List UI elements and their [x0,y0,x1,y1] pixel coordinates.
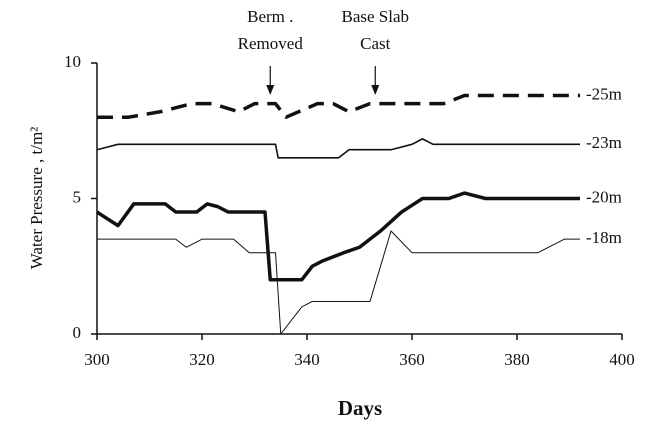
series-label: -23m [586,133,622,152]
line-series [97,93,580,119]
annotation-text: Berm . [247,7,293,26]
x-tick-label: 380 [504,350,530,369]
y-tick-label: 10 [64,52,81,71]
line-series [96,191,580,282]
annotation-text: Cast [360,34,391,53]
annotation-text: Removed [238,34,304,53]
series-label: -20m [586,187,622,206]
x-tick-label: 400 [609,350,635,369]
y-tick-label: 0 [73,323,82,342]
y-tick-label: 5 [73,187,82,206]
line-series [97,230,580,335]
line-series [96,138,580,159]
x-tick-label: 320 [189,350,215,369]
x-axis-title: Days [338,396,382,420]
x-tick-label: 340 [294,350,320,369]
annotation-text: Base Slab [341,7,409,26]
annotation-arrowhead [371,85,380,95]
y-axis-title: Water Pressure , t/m² [27,127,46,270]
annotation-arrowhead [266,85,275,95]
x-tick-label: 300 [84,350,110,369]
series-label: -18m [586,228,622,247]
x-tick-label: 360 [399,350,425,369]
series-label: -25m [586,84,622,103]
